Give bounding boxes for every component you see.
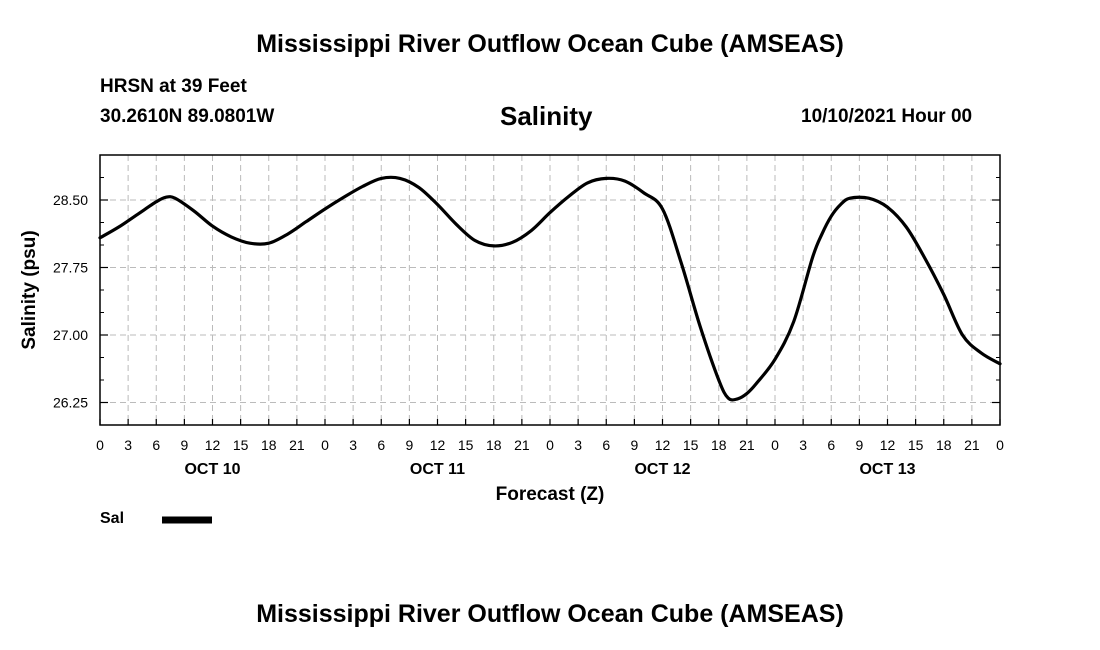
x-tick-label: 9 bbox=[405, 437, 413, 453]
salinity-series-line bbox=[98, 175, 1002, 402]
x-tick-label: 15 bbox=[908, 437, 924, 453]
x-tick-label: 6 bbox=[602, 437, 610, 453]
x-tick-label: 9 bbox=[630, 437, 638, 453]
datetime-label: 10/10/2021 Hour 00 bbox=[801, 106, 973, 127]
x-tick-label: 21 bbox=[964, 437, 980, 453]
day-label: OCT 11 bbox=[410, 461, 465, 478]
x-tick-label: 9 bbox=[180, 437, 188, 453]
x-tick-label: 0 bbox=[996, 437, 1004, 453]
x-tick-label: 18 bbox=[486, 437, 502, 453]
x-tick-label: 21 bbox=[514, 437, 530, 453]
day-label: OCT 12 bbox=[634, 461, 690, 478]
chart-title: Salinity bbox=[500, 101, 593, 131]
grid-lines bbox=[100, 155, 1000, 425]
x-axis-ticks: 0 3 6 9 12 15 18 21 0 3 6 9 12 15 18 21 0 3 6 9 12 15 18 21 0 3 6 9… bbox=[96, 419, 1004, 453]
x-tick-label: 12 bbox=[655, 437, 671, 453]
y-axis-label: Salinity (psu) bbox=[19, 230, 40, 349]
y-tick-label: 27.75 bbox=[53, 260, 88, 276]
x-tick-label: 6 bbox=[377, 437, 385, 453]
y-tick-label: 26.25 bbox=[53, 395, 88, 411]
footer-title: Mississippi River Outflow Ocean Cube (AM… bbox=[256, 600, 844, 628]
x-tick-label: 3 bbox=[349, 437, 357, 453]
x-tick-label: 0 bbox=[546, 437, 554, 453]
x-tick-label: 18 bbox=[936, 437, 952, 453]
legend-label-sal: Sal bbox=[100, 510, 125, 527]
coordinates-label: 30.2610N 89.0801W bbox=[100, 106, 275, 127]
x-tick-label: 12 bbox=[205, 437, 221, 453]
x-tick-label: 21 bbox=[739, 437, 755, 453]
x-tick-label: 9 bbox=[855, 437, 863, 453]
x-tick-label: 12 bbox=[430, 437, 446, 453]
x-tick-label: 0 bbox=[321, 437, 329, 453]
day-label: OCT 10 bbox=[184, 461, 240, 478]
x-tick-label: 0 bbox=[96, 437, 104, 453]
x-tick-label: 18 bbox=[711, 437, 727, 453]
x-tick-label: 15 bbox=[683, 437, 699, 453]
x-tick-label: 12 bbox=[880, 437, 896, 453]
page-title: Mississippi River Outflow Ocean Cube (AM… bbox=[256, 30, 844, 58]
plot-frame bbox=[99, 154, 1001, 426]
station-label: HRSN at 39 Feet bbox=[100, 76, 247, 97]
x-tick-label: 18 bbox=[261, 437, 277, 453]
x-tick-label: 0 bbox=[771, 437, 779, 453]
y-axis-ticks: 26.25 27.00 27.75 28.50 bbox=[53, 154, 1000, 426]
x-axis-label: Forecast (Z) bbox=[496, 484, 605, 505]
x-tick-label: 15 bbox=[458, 437, 474, 453]
x-tick-label: 15 bbox=[233, 437, 249, 453]
x-tick-label: 3 bbox=[574, 437, 582, 453]
y-tick-label: 28.50 bbox=[53, 192, 88, 208]
day-label: OCT 13 bbox=[859, 461, 915, 478]
x-tick-label: 3 bbox=[124, 437, 132, 453]
x-tick-label: 6 bbox=[827, 437, 835, 453]
x-tick-label: 21 bbox=[289, 437, 305, 453]
x-tick-label: 6 bbox=[152, 437, 160, 453]
day-labels: OCT 10 OCT 11 OCT 12 OCT 13 bbox=[184, 461, 915, 478]
x-tick-label: 3 bbox=[799, 437, 807, 453]
y-tick-label: 27.00 bbox=[53, 327, 88, 343]
